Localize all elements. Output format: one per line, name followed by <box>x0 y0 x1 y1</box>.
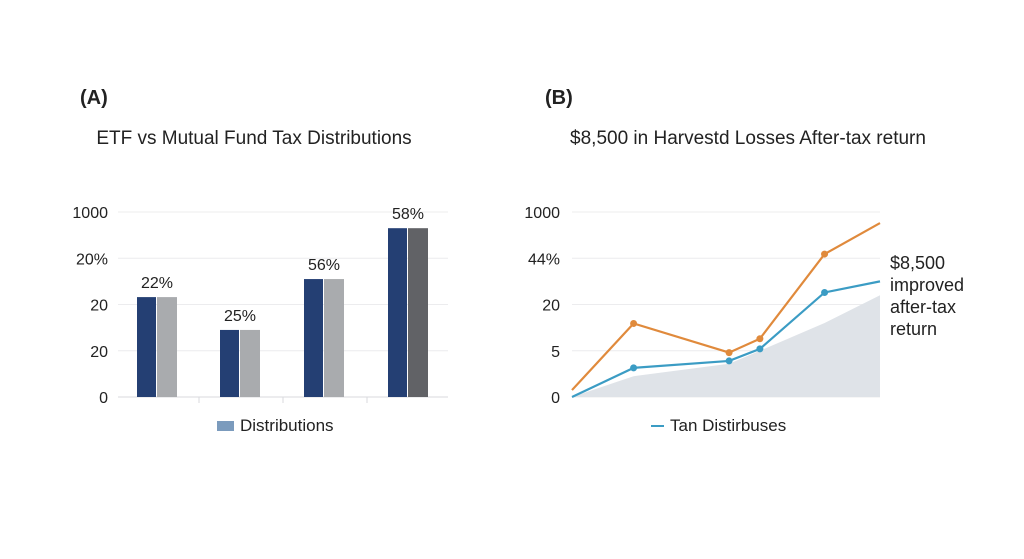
panel-a-label: (A) <box>80 87 108 109</box>
bar-mutual-fund <box>157 297 177 397</box>
y-tick-label: 0 <box>99 390 108 407</box>
legend-a-swatch <box>217 421 234 431</box>
y-tick-label: 44% <box>528 251 560 268</box>
data-label: 25% <box>224 308 256 325</box>
y-tick-label: 20% <box>76 251 108 268</box>
data-label: 56% <box>308 257 340 274</box>
series-line-0 <box>571 222 881 391</box>
data-point <box>630 319 638 327</box>
annotation-line: $8,500 <box>890 253 946 273</box>
bar-mutual-fund <box>324 279 344 397</box>
chart-b-title: $8,500 in Harvestd Losses After-tax retu… <box>570 128 926 149</box>
data-point <box>756 345 764 353</box>
y-tick-label: 1000 <box>72 205 108 222</box>
data-point <box>821 250 829 258</box>
data-point <box>756 335 764 343</box>
chart-a-title: ETF vs Mutual Fund Tax Distributions <box>96 128 412 149</box>
y-tick-label: 5 <box>551 344 560 361</box>
bar-mutual-fund <box>240 329 260 397</box>
bar-etf <box>388 228 407 397</box>
bar-etf <box>304 279 323 397</box>
y-tick-label: 20 <box>90 344 108 361</box>
annotation: $8,500 improved after-tax return <box>890 252 964 340</box>
legend-a: Distributions <box>217 416 334 436</box>
bar-mutual-fund <box>408 228 428 397</box>
panel-b-label: (B) <box>545 87 573 109</box>
y-tick-label: 1000 <box>524 205 560 222</box>
y-tick-label: 20 <box>542 298 560 315</box>
data-point <box>725 357 733 365</box>
legend-b: Tan Distirbuses <box>651 416 786 436</box>
legend-b-swatch <box>651 425 664 427</box>
data-point <box>821 288 829 296</box>
legend-a-label: Distributions <box>240 416 334 435</box>
legend-b-label: Tan Distirbuses <box>670 416 787 435</box>
data-point <box>725 349 733 357</box>
annotation-line: after-tax <box>890 297 957 317</box>
annotation-line: return <box>890 319 938 339</box>
y-tick-label: 0 <box>551 390 560 407</box>
bar-etf <box>137 297 156 397</box>
data-label: 22% <box>141 275 173 292</box>
bar-etf <box>220 329 239 397</box>
y-tick-label: 20 <box>90 298 108 315</box>
data-label: 58% <box>392 206 424 223</box>
area-fill <box>572 295 880 397</box>
series-line-1 <box>571 280 881 398</box>
annotation-line: improved <box>890 275 965 295</box>
data-point <box>630 364 638 372</box>
